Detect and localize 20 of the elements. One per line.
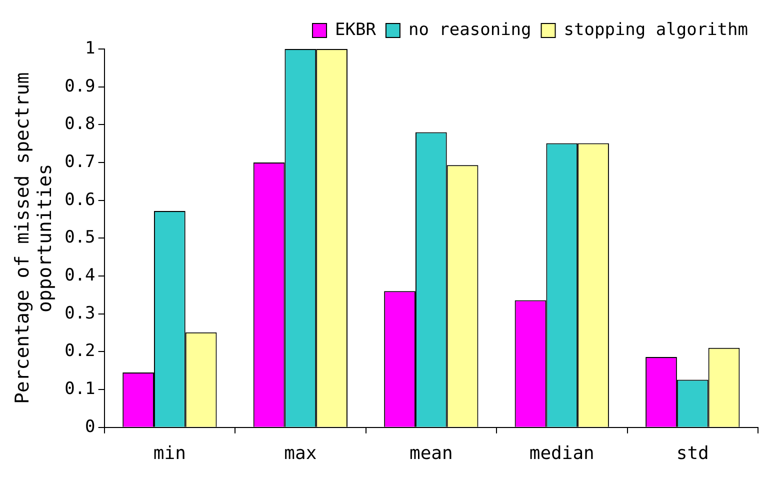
x-tick-label: std: [676, 442, 709, 464]
y-tick-label: 1: [85, 38, 96, 58]
legend-label: stopping algorithm: [564, 20, 748, 40]
y-tick-label: 0.8: [64, 114, 96, 134]
x-tick-label: min: [153, 442, 186, 464]
y-tick-label: 0.1: [64, 378, 96, 399]
x-tick-label: max: [284, 442, 317, 464]
y-tick-label: 0.9: [64, 76, 96, 96]
y-tick-label: 0.2: [64, 341, 96, 362]
y-tick-label: 0.6: [64, 190, 96, 210]
legend-label: EKBR: [335, 20, 377, 40]
legend-label: no reasoning: [408, 20, 532, 40]
x-tick-label: median: [529, 442, 594, 464]
y-tick-label: 0: [85, 416, 96, 437]
y-tick-label: 0.7: [64, 152, 96, 172]
x-tick-label: mean: [409, 442, 453, 464]
y-tick-label: 0.3: [64, 303, 96, 324]
y-axis-title: Percentage of missed spectrum opportunities: [11, 72, 56, 404]
y-tick-label: 0.5: [64, 228, 96, 248]
y-tick-label: 0.4: [64, 265, 96, 286]
